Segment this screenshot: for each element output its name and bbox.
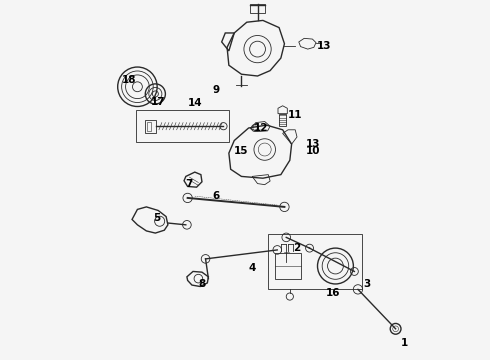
Text: 16: 16 xyxy=(326,288,340,298)
Text: 13: 13 xyxy=(317,41,331,50)
Text: 1: 1 xyxy=(401,338,408,348)
Text: 13: 13 xyxy=(306,139,320,149)
Text: 9: 9 xyxy=(213,85,220,95)
Text: 15: 15 xyxy=(234,146,248,156)
Text: 14: 14 xyxy=(188,98,202,108)
Text: 2: 2 xyxy=(294,243,301,253)
Text: 10: 10 xyxy=(306,146,320,156)
Bar xyxy=(269,234,362,289)
Bar xyxy=(275,253,300,279)
Bar xyxy=(250,4,265,13)
Bar xyxy=(279,114,286,126)
Text: 17: 17 xyxy=(151,97,166,107)
Text: 7: 7 xyxy=(186,179,193,189)
Text: 4: 4 xyxy=(248,263,256,273)
Text: 18: 18 xyxy=(122,75,137,85)
Text: 11: 11 xyxy=(288,111,302,121)
Text: 6: 6 xyxy=(213,191,220,201)
Text: 8: 8 xyxy=(198,279,206,289)
Text: 12: 12 xyxy=(254,123,269,133)
Bar xyxy=(136,110,229,142)
Text: 5: 5 xyxy=(153,213,161,222)
Bar xyxy=(147,122,151,131)
Bar xyxy=(145,120,156,133)
Text: 3: 3 xyxy=(363,279,370,289)
